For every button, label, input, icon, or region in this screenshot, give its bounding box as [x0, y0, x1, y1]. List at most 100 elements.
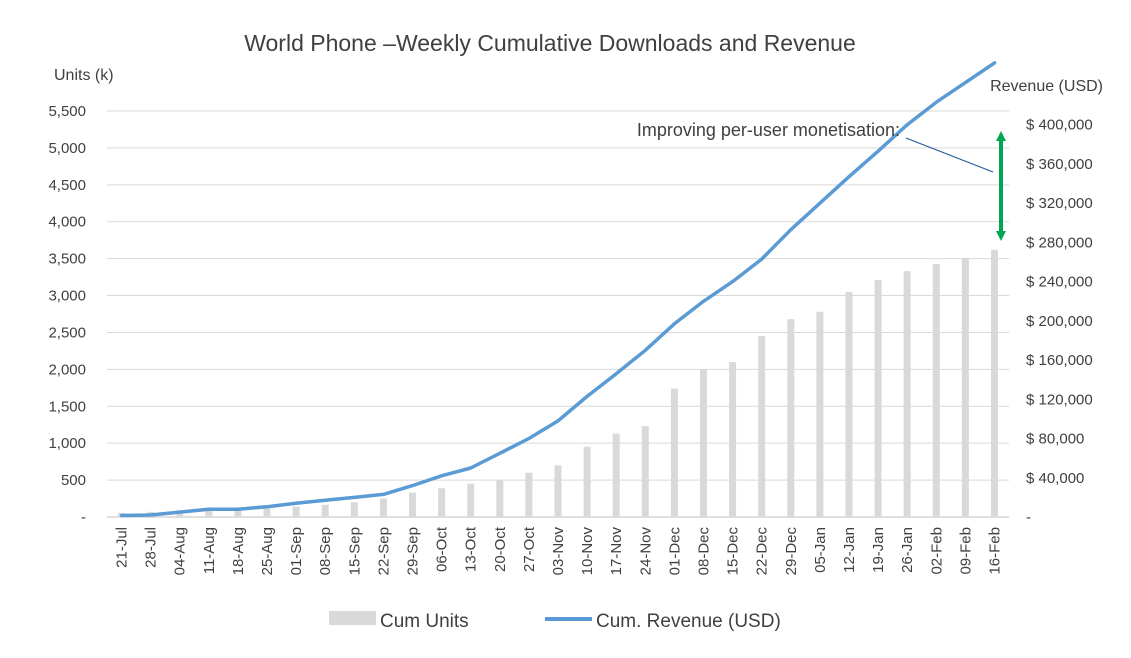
legend-label-cum-units: Cum Units [380, 611, 469, 632]
bar [554, 465, 562, 517]
x-tick-label: 29-Dec [783, 527, 800, 576]
legend-swatch-cum-units [329, 611, 376, 625]
right-tick-label: $ 200,000 [1026, 313, 1093, 330]
x-tick-label: 22-Sep [375, 527, 392, 575]
x-tick-label: 26-Jan [899, 527, 916, 573]
bar [263, 508, 271, 517]
bar [205, 509, 213, 517]
x-tick-label: 06-Oct [434, 526, 451, 572]
bar [990, 249, 998, 517]
x-tick-label: 04-Aug [172, 527, 189, 575]
x-tick-label: 24-Nov [637, 527, 654, 576]
right-axis-label: Revenue (USD) [990, 78, 1103, 95]
left-tick-label: 2,500 [48, 324, 86, 341]
x-tick-label: 22-Dec [754, 527, 771, 576]
x-tick-label: 10-Nov [579, 527, 596, 576]
bar [903, 271, 911, 517]
left-tick-label: 1,000 [48, 435, 86, 452]
left-tick-label: 1,500 [48, 398, 86, 415]
right-tick-label: $ 80,000 [1026, 431, 1084, 448]
x-tick-label: 19-Jan [870, 527, 887, 573]
bar [234, 509, 242, 517]
bar [525, 472, 533, 517]
chart-title: World Phone –Weekly Cumulative Downloads… [244, 30, 856, 56]
bar [612, 433, 620, 517]
left-axis: - 500 1,000 1,500 2,000 2,500 3,000 3,500 4,000 4… [48, 103, 86, 526]
right-axis: - $ 40,000 $ 80,000 $ 120,000 $ 160,000 $ 200… [1026, 117, 1093, 526]
bar [758, 336, 766, 517]
left-tick-label: 5,500 [48, 103, 86, 120]
x-tick-label: 01-Sep [288, 527, 305, 575]
bar [874, 280, 882, 517]
x-tick-label: 28-Jul [143, 527, 160, 568]
gridlines [107, 110, 1009, 518]
bar [816, 311, 824, 517]
annotation-leader-line [905, 137, 994, 173]
bar [379, 498, 387, 517]
bar [321, 504, 329, 517]
right-tick-label: $ 400,000 [1026, 117, 1093, 134]
x-tick-label: 12-Jan [841, 527, 858, 573]
x-tick-label: 29-Sep [405, 527, 422, 575]
line-series [119, 61, 997, 518]
bar [729, 361, 737, 517]
bar [438, 488, 446, 517]
right-tick-label: $ 320,000 [1026, 195, 1093, 212]
annotation: Improving per-user monetisation: [637, 120, 1006, 241]
right-tick-label: $ 40,000 [1026, 470, 1084, 487]
left-tick-label: 3,500 [48, 251, 86, 268]
annotation-text: Improving per-user monetisation: [637, 120, 900, 140]
bar [467, 483, 475, 517]
legend-label-cum-revenue: Cum. Revenue (USD) [596, 611, 781, 632]
bar-series [118, 249, 998, 517]
bar [292, 506, 300, 517]
legend: Cum Units Cum. Revenue (USD) [329, 611, 781, 632]
bar [670, 388, 678, 517]
x-tick-label: 01-Dec [666, 527, 683, 576]
bar [409, 492, 417, 517]
x-tick-label: 16-Feb [986, 527, 1003, 575]
right-tick-label: $ 360,000 [1026, 156, 1093, 173]
left-tick-label: 3,000 [48, 288, 86, 305]
x-tick-label: 08-Dec [695, 527, 712, 576]
left-tick-label: 500 [61, 472, 86, 489]
x-tick-label: 17-Nov [608, 527, 625, 576]
bar [641, 426, 649, 517]
bar [932, 263, 940, 517]
left-tick-label: 4,500 [48, 177, 86, 194]
bar [583, 446, 591, 517]
right-tick-label: $ 280,000 [1026, 234, 1093, 251]
x-tick-label: 27-Oct [521, 526, 538, 572]
x-tick-label: 03-Nov [550, 527, 567, 576]
x-tick-label: 11-Aug [201, 527, 218, 574]
x-axis: 21-Jul 28-Jul 04-Aug 11-Aug 18-Aug 25-Aug 01-S… [114, 526, 1004, 575]
right-tick-label: - [1026, 509, 1031, 526]
x-tick-label: 15-Sep [346, 527, 363, 575]
left-tick-label: - [81, 509, 86, 526]
right-tick-label: $ 240,000 [1026, 274, 1093, 291]
left-tick-label: 5,000 [48, 140, 86, 157]
bar [350, 502, 358, 517]
x-tick-label: 09-Feb [957, 527, 974, 575]
x-tick-label: 02-Feb [928, 527, 945, 575]
bar [961, 257, 969, 517]
x-tick-label: 15-Dec [725, 527, 742, 576]
left-axis-label: Units (k) [54, 67, 114, 84]
x-tick-label: 05-Jan [812, 527, 829, 573]
x-tick-label: 13-Oct [463, 526, 480, 572]
left-tick-label: 2,000 [48, 361, 86, 378]
x-tick-label: 25-Aug [259, 527, 276, 575]
x-tick-label: 08-Sep [317, 527, 334, 575]
x-tick-label: 20-Oct [492, 526, 509, 572]
right-tick-label: $ 160,000 [1026, 352, 1093, 369]
bar [496, 480, 504, 517]
bar [699, 369, 707, 517]
bar [845, 291, 853, 517]
right-tick-label: $ 120,000 [1026, 391, 1093, 408]
x-tick-label: 18-Aug [230, 527, 247, 575]
revenue-line [119, 61, 997, 518]
x-tick-label: 21-Jul [114, 527, 131, 568]
bar [787, 319, 795, 517]
left-tick-label: 4,000 [48, 214, 86, 231]
